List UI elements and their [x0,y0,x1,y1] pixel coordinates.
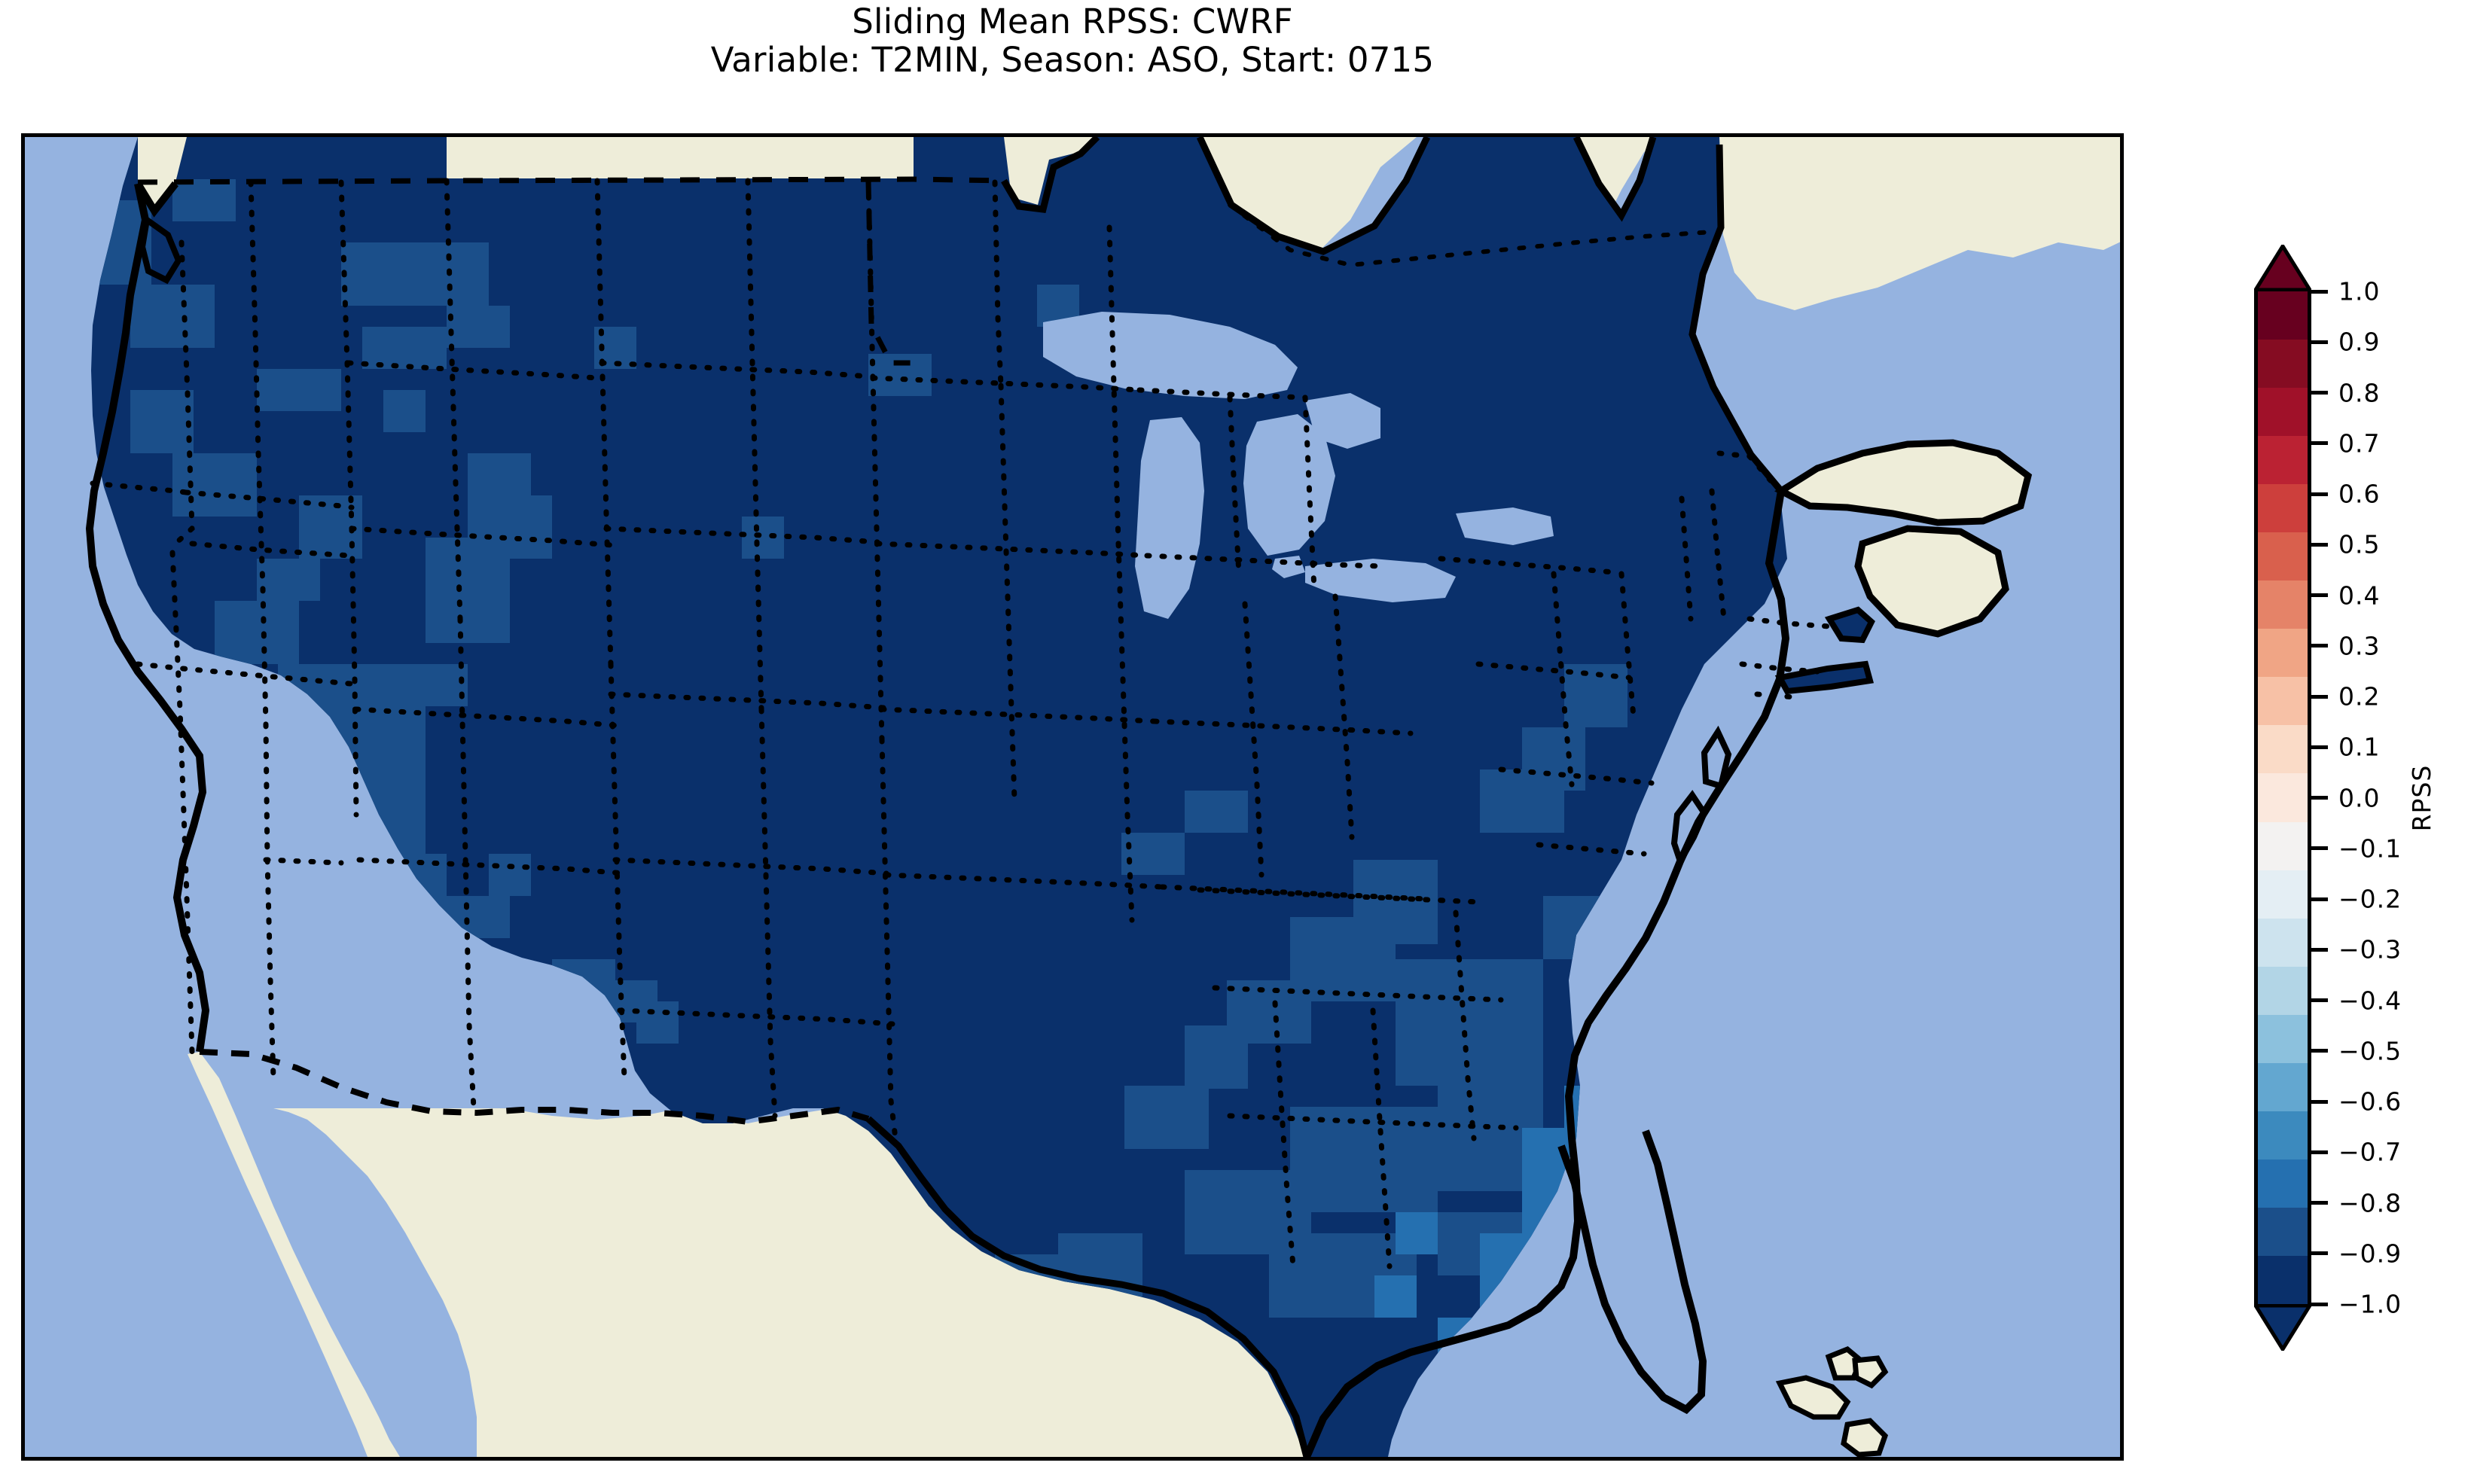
colorbar-segment [2254,340,2311,389]
colorbar-segment [2254,966,2311,1016]
colorbar-tick-label: 0.2 [2338,681,2381,712]
colorbar-outline [2254,291,2311,1304]
colorbar-segment [2254,677,2311,727]
caribbean-islands-layer [1775,1345,1889,1457]
national-border-north [137,176,1005,185]
colorbar-segment [2254,484,2311,533]
colorbar-segment [2254,773,2311,823]
colorbar-extend-bottom-arrow [2254,1304,2311,1351]
colorbar-tick-label: −0.4 [2338,986,2402,1015]
colorbar-tick-label: 0.9 [2338,327,2381,357]
colorbar-segment [2254,1014,2311,1064]
colorbar-segment [2254,821,2311,871]
colorbar-segment [2254,1062,2311,1112]
colorbar-tick [2311,796,2328,800]
colorbar-tick [2311,694,2328,699]
colorbar-tick [2311,846,2328,851]
colorbar-tick-label: 0.0 [2338,783,2381,812]
colorbar-tick [2311,947,2328,952]
colorbar-tick-label: −0.7 [2338,1137,2402,1167]
colorbar-tick [2311,897,2328,901]
colorbar-segment [2254,1111,2311,1160]
colorbar-tick [2311,1099,2328,1104]
colorbar-tick [2311,593,2328,597]
map-axes [21,133,2124,1461]
colorbar-tick-label: −0.8 [2338,1188,2402,1217]
colorbar-segment [2254,580,2311,629]
colorbar-segment [2254,1255,2311,1305]
colorbar-tick [2311,542,2328,547]
colorbar-tick [2311,391,2328,395]
state-borders [90,178,1832,1269]
colorbar-extend-top-arrow [2254,245,2311,291]
colorbar[interactable]: 1.0 0.9 0.8 0.7 0.6 0.5 0.4 0.3 0.2 0.1 0.0 −0.1 −0.… [2254,245,2401,1351]
colorbar-gradient [2254,291,2311,1305]
colorbar-tick [2311,998,2328,1002]
title-line-primary: Sliding Mean RPSS: CWRF [852,2,1293,41]
colorbar-tick-label: −0.6 [2338,1086,2402,1117]
colorbar-segment [2254,532,2311,581]
colorbar-tick [2311,1049,2328,1053]
colorbar-segment [2254,725,2311,775]
colorbar-tick [2311,289,2328,294]
colorbar-tick [2311,745,2328,749]
colorbar-tick [2311,492,2328,496]
map-plot [25,137,2120,1457]
colorbar-tick-label: −0.1 [2338,833,2402,864]
colorbar-tick-label: −1.0 [2338,1289,2402,1319]
colorbar-tick [2311,1251,2328,1256]
colorbar-tick-label: 0.7 [2338,428,2381,459]
colorbar-tick [2311,1302,2328,1306]
colorbar-tick [2311,441,2328,446]
figure-title: Sliding Mean RPSS: CWRF Variable: T2MIN,… [0,2,2145,80]
colorbar-tick [2311,1150,2328,1154]
great-lakes-layer [1043,312,1554,619]
colorbar-segment [2254,436,2311,485]
colorbar-segment [2254,629,2311,678]
colorbar-segment [2254,918,2311,967]
colorbar-segment [2254,291,2311,340]
colorbar-tick-label: −0.3 [2338,934,2402,964]
colorbar-axis-label: RPSS [2407,764,2436,832]
colorbar-tick-label: −0.2 [2338,884,2402,914]
title-line-secondary: Variable: T2MIN, Season: ASO, Start: 071… [710,39,1435,80]
colorbar-tick [2311,340,2328,344]
colorbar-segment [2254,870,2311,919]
geography-lines [85,137,2033,1457]
colorbar-tick-label: −0.5 [2338,1036,2402,1066]
colorbar-segment [2254,1207,2311,1257]
colorbar-tick-label: 0.5 [2338,529,2381,559]
colorbar-tick-label: 1.0 [2338,276,2381,306]
colorbar-tick-label: 0.1 [2338,732,2381,762]
colorbar-tick-label: 0.3 [2338,631,2381,661]
colorbar-segment [2254,1159,2311,1208]
colorbar-tick [2311,1201,2328,1205]
colorbar-tick-label: 0.6 [2338,479,2381,509]
colorbar-tick-label: 0.8 [2338,378,2381,407]
colorbar-tick-label: −0.9 [2338,1239,2402,1269]
colorbar-tick-label: 0.4 [2338,580,2381,610]
colorbar-tick [2311,644,2328,648]
colorbar-segment [2254,388,2311,437]
